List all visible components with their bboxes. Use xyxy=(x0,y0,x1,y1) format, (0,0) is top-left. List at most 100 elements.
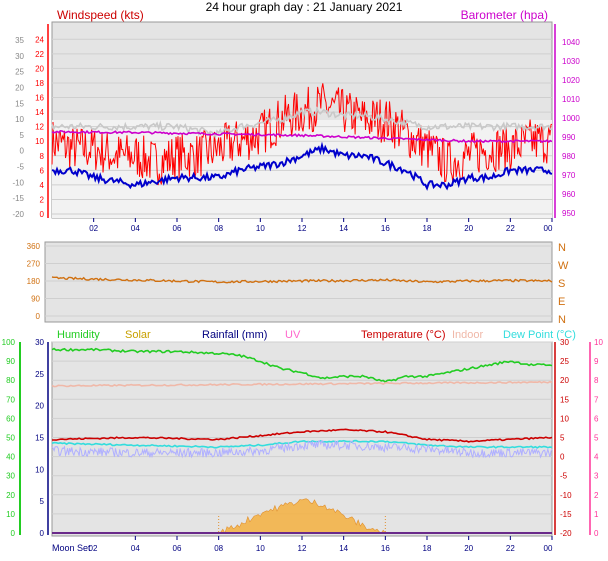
legend-temperature: Temperature (°C) xyxy=(361,329,445,341)
series-indoor xyxy=(51,380,553,388)
x3-tick-label: 16 xyxy=(381,544,390,553)
p3-humidity-tick: 90 xyxy=(6,357,15,366)
windspeed-label: Windspeed (kts) xyxy=(57,8,144,22)
x3-tick-label: 12 xyxy=(298,544,307,553)
x3-tick-label: 02 xyxy=(89,544,98,553)
p3-humidity-tick: 80 xyxy=(6,376,15,385)
p3-humidity-tick: 20 xyxy=(6,491,15,500)
p2-left-tick: 90 xyxy=(31,295,40,304)
p2-left-tick: 270 xyxy=(27,260,41,269)
x3-tick-label: 14 xyxy=(339,544,348,553)
legend-indoor: Indoor xyxy=(452,329,484,341)
p3-uv-tick: 8 xyxy=(594,376,599,385)
p2-left-tick: 0 xyxy=(36,312,41,321)
x3-tick-label: 22 xyxy=(506,544,515,553)
p3-humidity-tick: 70 xyxy=(6,395,15,404)
p1-right-tick: 1040 xyxy=(562,38,580,47)
p1-right-tick: 1020 xyxy=(562,76,580,85)
p3-temp-tick: 15 xyxy=(560,395,569,404)
x1-tick-label: 02 xyxy=(89,224,98,233)
panel-temp-humidity: Humidity Solar Rainfall (mm) UV Temperature … xyxy=(2,329,604,538)
p1-outer-tick: 25 xyxy=(15,68,24,77)
x1-tick-label: 22 xyxy=(506,224,515,233)
p1-left-tick: 0 xyxy=(40,210,45,219)
series-lavender xyxy=(51,440,553,459)
p3-temp-tick: -10 xyxy=(560,491,572,500)
p3-temp-tick: 10 xyxy=(560,414,569,423)
panel-wind-baro-lower-bg xyxy=(52,120,552,218)
p3-rain-tick: 0 xyxy=(40,529,45,538)
series-temperature xyxy=(52,428,553,443)
x1-tick-label: 20 xyxy=(464,224,473,233)
p3-rain-tick: 20 xyxy=(35,402,44,411)
moon-set-label: Moon Set xyxy=(52,543,91,553)
panel-direction-bg xyxy=(44,241,553,323)
x1-tick-label: 08 xyxy=(214,224,223,233)
p2-compass-tick: E xyxy=(558,296,565,308)
series-dark_blue xyxy=(51,141,553,191)
p1-outer-tick: 35 xyxy=(15,36,24,45)
p3-rain-tick: 10 xyxy=(35,465,44,474)
p2-compass-tick: W xyxy=(558,260,569,272)
p3-uv-tick: 3 xyxy=(594,472,599,481)
panel-wind-baro: Windspeed (kts) Barometer (hpa) 24222018… xyxy=(12,8,580,219)
x1-tick-label: 06 xyxy=(173,224,182,233)
p3-humidity-tick: 40 xyxy=(6,453,15,462)
p3-temp-tick: 25 xyxy=(560,357,569,366)
x1-tick-label: 12 xyxy=(298,224,307,233)
p1-left-tick: 14 xyxy=(35,108,44,117)
x1-tick-label: 10 xyxy=(256,224,265,233)
p3-temp-tick: -20 xyxy=(560,529,572,538)
p3-temp-tick: 5 xyxy=(560,434,565,443)
p3-uv-tick: 0 xyxy=(594,529,599,538)
p1-right-tick: 990 xyxy=(562,133,576,142)
p1-left-tick: 10 xyxy=(35,137,44,146)
p1-left-tick: 20 xyxy=(35,64,44,73)
p1-left-tick: 8 xyxy=(40,152,45,161)
p3-humidity-tick: 100 xyxy=(2,338,16,347)
legend-dewpoint: Dew Point (°C) xyxy=(503,329,576,341)
legend-solar: Solar xyxy=(125,329,151,341)
p3-humidity-tick: 30 xyxy=(6,472,15,481)
p3-rain-tick: 15 xyxy=(35,434,44,443)
p1-right-tick: 1000 xyxy=(562,114,580,123)
p3-uv-tick: 6 xyxy=(594,414,599,423)
p3-humidity-tick: 50 xyxy=(6,434,15,443)
p3-uv-tick: 7 xyxy=(594,395,599,404)
x1-tick-label: 14 xyxy=(339,224,348,233)
p3-rain-tick: 25 xyxy=(35,370,44,379)
p1-left-tick: 24 xyxy=(35,35,44,44)
p3-uv-tick: 4 xyxy=(594,453,599,462)
p3-uv-tick: 9 xyxy=(594,357,599,366)
x1-tick-label: 16 xyxy=(381,224,390,233)
p1-outer-tick: 15 xyxy=(15,99,24,108)
p3-humidity-tick: 0 xyxy=(11,529,16,538)
p1-outer-tick: -5 xyxy=(17,163,25,172)
p1-right-tick: 950 xyxy=(562,209,576,218)
p1-outer-tick: 30 xyxy=(15,52,24,61)
p1-left-tick: 4 xyxy=(40,181,45,190)
barometer-label: Barometer (hpa) xyxy=(461,8,548,22)
p1-right-tick: 1010 xyxy=(562,95,580,104)
x3-tick-label: 00 xyxy=(544,544,553,553)
x1-tick-label: 18 xyxy=(423,224,432,233)
p1-left-tick: 16 xyxy=(35,94,44,103)
p3-temp-tick: -5 xyxy=(560,472,568,481)
chart-title: 24 hour graph day : 21 January 2021 xyxy=(206,0,403,14)
p3-rain-tick: 5 xyxy=(40,497,45,506)
p3-humidity-tick: 60 xyxy=(6,414,15,423)
p2-compass-tick: S xyxy=(558,278,565,290)
p1-outer-tick: 0 xyxy=(20,147,25,156)
p3-temp-tick: -15 xyxy=(560,510,572,519)
p3-temp-tick: 20 xyxy=(560,376,569,385)
p1-outer-tick: 5 xyxy=(20,131,25,140)
series-solar xyxy=(218,498,386,534)
p1-outer-tick: 10 xyxy=(15,115,24,124)
p3-temp-tick: 30 xyxy=(560,338,569,347)
p3-uv-tick: 2 xyxy=(594,491,599,500)
p1-left-tick: 18 xyxy=(35,79,44,88)
x1-tick-label: 00 xyxy=(544,224,553,233)
series-gust_light xyxy=(51,106,553,140)
